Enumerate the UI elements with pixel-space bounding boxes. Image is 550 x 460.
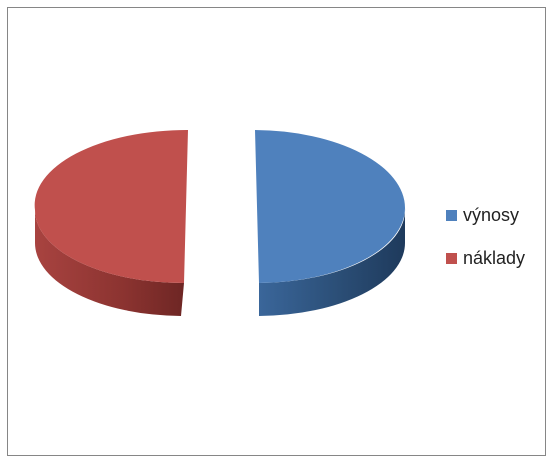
pie-slice-naklady-top [34, 129, 188, 284]
legend-swatch-naklady [446, 252, 457, 264]
pie-slice-vynosy-side [259, 208, 406, 316]
pie-slice-vynosy-top [255, 130, 406, 283]
legend-item-vynosy: výnosy [446, 203, 525, 227]
pie-slice-vynosy [255, 130, 406, 316]
pie-slice-naklady [34, 129, 188, 316]
legend-item-naklady: náklady [446, 246, 525, 270]
legend-label-naklady: náklady [463, 248, 526, 268]
pie-slice-naklady-side [34, 210, 184, 316]
legend-label-vynosy: výnosy [463, 205, 520, 225]
legend-swatch-vynosy [446, 209, 457, 221]
legend: výnosy náklady [446, 203, 525, 289]
